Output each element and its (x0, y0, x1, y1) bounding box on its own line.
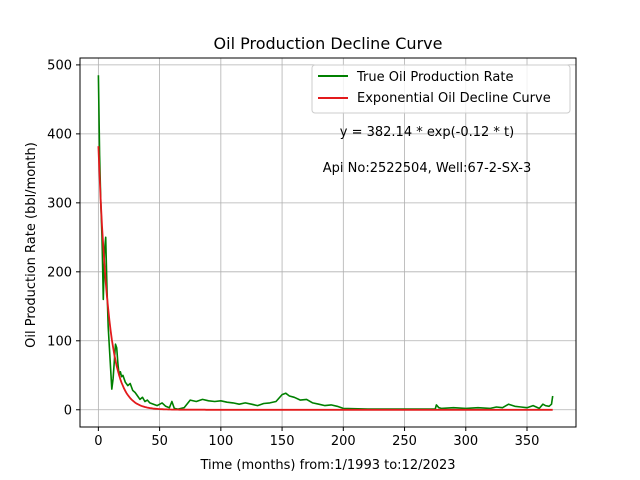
y-tick-label: 200 (47, 265, 72, 280)
x-tick-label: 350 (515, 434, 540, 449)
y-tick-label: 400 (47, 127, 72, 142)
series-line-true-rate (97, 75, 554, 410)
x-tick-label: 150 (270, 434, 295, 449)
legend: True Oil Production Rate Exponential Oil… (311, 64, 571, 114)
plot-frame (79, 57, 577, 428)
y-tick-label: 0 (64, 403, 72, 418)
y-tick-label: 100 (47, 334, 72, 349)
y-tick-label: 300 (47, 196, 72, 211)
x-axis-ticks: 0 50 100 150 200 250 300 350 (94, 427, 539, 449)
x-tick-label: 100 (208, 434, 233, 449)
x-tick-label: 250 (392, 434, 417, 449)
series-line-decline-curve (97, 146, 553, 411)
y-axis-label: Oil Production Rate (bbl/month) (24, 142, 39, 348)
y-tick-label: 500 (47, 58, 72, 73)
legend-label-decline-curve: Exponential Oil Decline Curve (357, 91, 551, 106)
well-annotation: Api No:2522504, Well:67-2-SX-3 (323, 161, 531, 176)
x-tick-label: 0 (94, 434, 102, 449)
legend-label-true-rate: True Oil Production Rate (356, 70, 513, 85)
x-axis-label: Time (months) from:1/1993 to:12/2023 (199, 458, 455, 473)
chart-title: Oil Production Decline Curve (214, 34, 443, 53)
series-layer (97, 75, 554, 411)
x-tick-label: 300 (453, 434, 478, 449)
x-tick-label: 50 (151, 434, 168, 449)
legend-box (311, 64, 571, 114)
equation-annotation: y = 382.14 * exp(-0.12 * t) (340, 125, 514, 140)
y-axis-ticks: 0 100 200 300 400 500 (47, 58, 80, 418)
x-tick-label: 200 (331, 434, 356, 449)
